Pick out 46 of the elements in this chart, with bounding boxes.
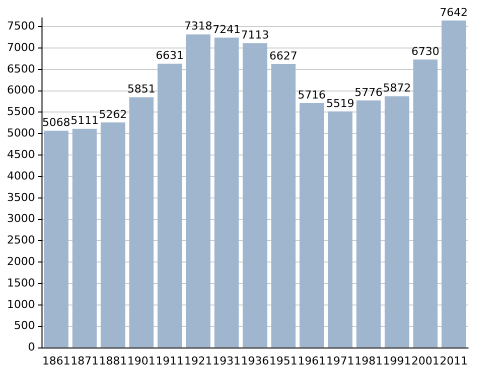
y-tick-label: 3500	[6, 190, 35, 204]
data-label: 5068	[42, 116, 70, 130]
y-tick-label: 4000	[6, 169, 35, 182]
y-tick-label: 3000	[6, 212, 35, 226]
data-label: 7318	[184, 20, 212, 33]
y-tick-label: 7000	[6, 40, 35, 54]
y-tick-label: 0	[28, 340, 35, 354]
y-tick-label: 500	[14, 319, 35, 332]
x-tick-label: 1911	[156, 354, 184, 368]
y-tick-label: 2500	[6, 234, 35, 247]
data-label: 5851	[127, 82, 156, 96]
x-tick-label: 1961	[298, 354, 326, 368]
data-label: 6631	[156, 49, 184, 62]
data-label: 7113	[240, 28, 269, 42]
x-tick-label: 1951	[269, 354, 298, 368]
data-label: 7642	[440, 6, 468, 19]
data-label: 5776	[354, 86, 383, 99]
x-tick-label: 1881	[98, 354, 127, 368]
data-label: 6627	[269, 49, 298, 62]
y-tick-label: 1500	[6, 276, 35, 290]
y-tick-label: 7500	[6, 19, 35, 32]
x-tick-label: 1971	[326, 354, 354, 368]
y-tick-label: 6500	[6, 62, 35, 76]
data-label: 5519	[326, 96, 354, 110]
data-label: 5872	[383, 82, 411, 95]
y-tick-label: 5000	[6, 126, 35, 140]
y-tick-label: 6000	[6, 84, 35, 97]
data-label: 5716	[298, 88, 326, 102]
x-tick-label: 1931	[212, 354, 241, 368]
y-tick-label: 1000	[6, 298, 35, 311]
data-label: 5262	[98, 108, 127, 121]
x-tick-label: 1921	[184, 354, 212, 368]
x-tick-label: 2011	[440, 354, 468, 368]
x-tick-label: 1936	[240, 354, 269, 368]
x-tick-label: 1991	[383, 354, 411, 368]
x-tick-label: 1981	[354, 354, 383, 368]
data-label: 5111	[70, 114, 99, 128]
x-tick-label: 1901	[127, 354, 156, 368]
x-tick-label: 1861	[42, 354, 70, 368]
x-tick-label: 1871	[70, 354, 99, 368]
x-tick-label: 2001	[411, 354, 440, 368]
y-tick-label: 5500	[6, 105, 35, 118]
data-label: 6730	[411, 44, 440, 58]
data-label: 7241	[212, 23, 241, 36]
y-tick-label: 2000	[6, 254, 35, 268]
y-tick-label: 4500	[6, 148, 35, 161]
